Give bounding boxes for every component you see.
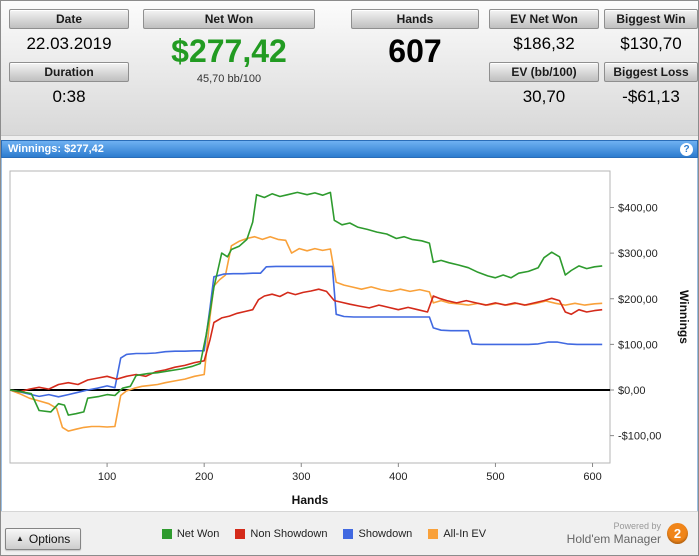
stat-col-hands: Hands 607 <box>351 9 479 135</box>
hands-stat-header[interactable]: Hands <box>351 9 479 29</box>
svg-text:-$100,00: -$100,00 <box>618 431 661 443</box>
svg-text:100: 100 <box>98 471 116 483</box>
all-in-ev-swatch-icon <box>428 528 439 539</box>
net-won-swatch-icon <box>161 528 172 539</box>
options-button[interactable]: ▲ Options <box>5 527 82 550</box>
legend-item-non-showdown[interactable]: Non Showdown <box>235 528 327 540</box>
svg-text:600: 600 <box>583 471 601 483</box>
legend-item-net-won[interactable]: Net Won <box>161 527 220 540</box>
biggest-loss-value: -$61,13 <box>622 87 680 106</box>
brand-name: Hold'em Manager <box>566 531 661 546</box>
svg-text:200: 200 <box>195 471 213 483</box>
legend-label: All-In EV <box>443 527 487 540</box>
net-won-value: $277,42 <box>171 33 287 69</box>
duration-stat-header[interactable]: Duration <box>9 62 129 82</box>
chevron-up-icon: ▲ <box>16 534 24 544</box>
hands-value: 607 <box>388 33 442 69</box>
legend-label: Net Won <box>176 527 220 540</box>
svg-text:$0,00: $0,00 <box>618 385 646 397</box>
svg-text:500: 500 <box>486 471 504 483</box>
legend-label: Non Showdown <box>250 527 328 540</box>
winnings-chart-panel: 100 200 300 400 500 600 $400,00 $300,00 $200,00 $… <box>1 158 698 512</box>
help-icon[interactable]: ? <box>680 142 693 156</box>
biggest-win-stat-header[interactable]: Biggest Win <box>604 9 698 29</box>
powered-by-text: Powered by Hold'em Manager <box>567 521 661 546</box>
legend-item-all-in-ev[interactable]: All-In EV <box>428 528 486 540</box>
svg-text:$100,00: $100,00 <box>618 340 658 352</box>
net-won-bb100-value: 45,70 bb/100 <box>196 73 262 85</box>
date-value: 22.03.2019 <box>26 34 112 53</box>
winnings-panel-titlebar: Winnings: $277,42 ? <box>1 140 698 159</box>
date-stat-header[interactable]: Date <box>9 9 129 29</box>
duration-value: 0:38 <box>52 87 86 106</box>
stat-col-biggest: Biggest Win $130,70 Biggest Loss -$61,13 <box>604 9 698 135</box>
biggest-win-value: $130,70 <box>620 34 682 53</box>
winnings-panel-title: Winnings: $277,42 <box>8 143 104 156</box>
svg-text:Hands: Hands <box>292 493 329 507</box>
ev-bb100-stat-header[interactable]: EV (bb/100) <box>489 62 599 82</box>
powered-by-block: Powered by Hold'em Manager 2 <box>567 521 688 546</box>
svg-text:Winnings: Winnings <box>677 290 691 344</box>
svg-text:$400,00: $400,00 <box>618 203 658 215</box>
non-showdown-swatch-icon <box>235 528 246 539</box>
svg-text:400: 400 <box>389 471 407 483</box>
svg-text:$200,00: $200,00 <box>618 294 658 306</box>
stat-col-date-duration: Date 22.03.2019 Duration 0:38 <box>9 9 129 135</box>
footer-bar: ▲ Options Net Won Non Showdown Showdown … <box>1 511 698 555</box>
stat-col-ev: EV Net Won $186,32 EV (bb/100) 30,70 <box>489 9 599 135</box>
hm2-logo-icon: 2 <box>667 523 688 545</box>
chart-legend: Net Won Non Showdown Showdown All-In EV <box>81 528 566 540</box>
stats-header: Date 22.03.2019 Duration 0:38 Net Won $2… <box>1 1 698 137</box>
winnings-chart: 100 200 300 400 500 600 $400,00 $300,00 $200,00 $… <box>9 170 691 507</box>
options-button-label: Options <box>28 531 71 546</box>
svg-text:300: 300 <box>292 471 310 483</box>
powered-by-label: Powered by <box>613 521 661 531</box>
legend-label: Showdown <box>358 527 413 540</box>
biggest-loss-stat-header[interactable]: Biggest Loss <box>604 62 698 82</box>
stat-col-net-won: Net Won $277,42 45,70 bb/100 <box>143 9 315 135</box>
ev-net-won-stat-header[interactable]: EV Net Won <box>489 9 599 29</box>
ev-bb100-value: 30,70 <box>522 87 566 106</box>
net-won-stat-header[interactable]: Net Won <box>143 9 315 29</box>
showdown-swatch-icon <box>343 528 354 539</box>
ev-net-won-value: $186,32 <box>513 34 575 53</box>
legend-item-showdown[interactable]: Showdown <box>343 528 412 540</box>
svg-text:$300,00: $300,00 <box>618 248 658 260</box>
